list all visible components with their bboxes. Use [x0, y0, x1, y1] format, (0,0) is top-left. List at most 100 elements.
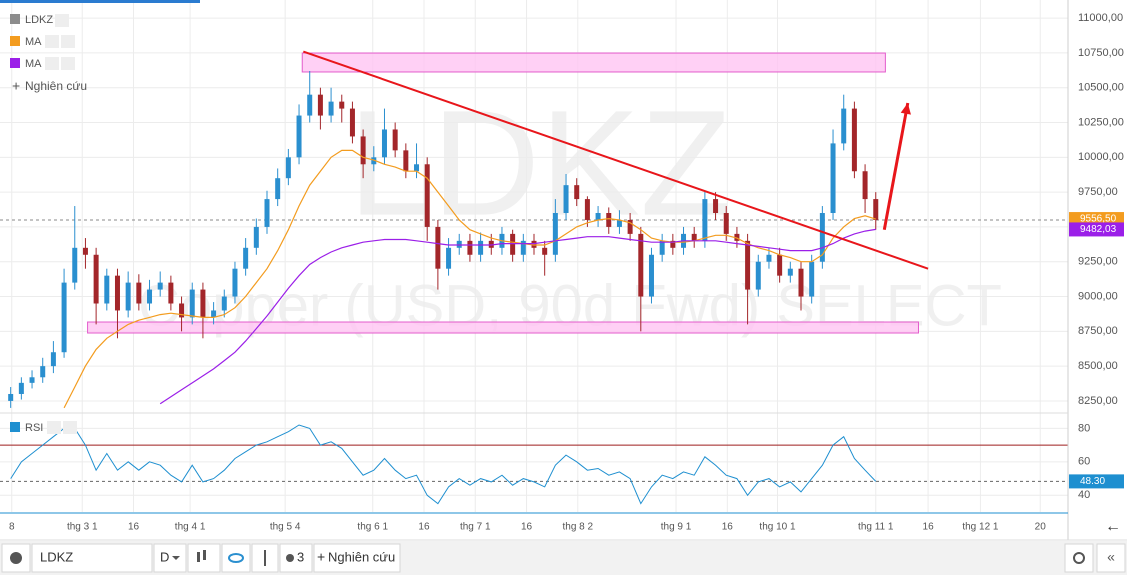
- candle-body: [606, 213, 612, 227]
- trendline: [302, 50, 929, 270]
- candle-body: [713, 199, 719, 214]
- candle-body: [157, 282, 163, 290]
- x-tick-label: thg 8 2: [562, 522, 593, 533]
- candle-body: [648, 254, 654, 297]
- candle-body: [777, 254, 783, 276]
- layout-button[interactable]: [279, 543, 313, 573]
- candle-body: [488, 240, 494, 248]
- legend: LDKZ MA MA + Nghiên cứu RSI: [10, 14, 87, 434]
- candle-body: [29, 377, 35, 383]
- line-series: [10, 424, 877, 505]
- x-tick-label: thg 11 1: [858, 522, 894, 533]
- settings-button[interactable]: [47, 421, 61, 434]
- symbol-input[interactable]: [31, 543, 153, 573]
- info-icon: [10, 552, 22, 564]
- y-tick-label: 80: [1078, 422, 1090, 434]
- candle-body: [446, 247, 452, 269]
- menu-button[interactable]: [63, 421, 77, 434]
- x-tick-label: thg 10 1: [759, 522, 796, 533]
- reset-button[interactable]: [1064, 543, 1094, 573]
- candle-body: [243, 247, 249, 269]
- x-tick-label: thg 7 1: [460, 522, 491, 533]
- y-tick-label: 10250,00: [1078, 116, 1124, 128]
- candle-body: [563, 185, 569, 214]
- settings-button[interactable]: [55, 14, 69, 27]
- candle-body: [616, 219, 622, 227]
- candle-body: [82, 247, 88, 255]
- legend-swatch: [10, 14, 20, 24]
- icon: [197, 552, 200, 562]
- zone: [301, 52, 886, 73]
- collapse-button[interactable]: [1096, 543, 1126, 573]
- candle-body: [542, 247, 548, 255]
- candle-body: [670, 240, 676, 248]
- y-tick-label: 60: [1078, 456, 1090, 468]
- scale-button[interactable]: [251, 543, 279, 573]
- candle-body: [211, 310, 217, 318]
- candle-body: [798, 268, 804, 297]
- candle-body: [638, 233, 644, 297]
- add-study-button[interactable]: [313, 543, 401, 573]
- top-accent: [0, 0, 200, 3]
- legend-swatch: [10, 422, 20, 432]
- add-study[interactable]: Nghiên cứu: [25, 79, 87, 93]
- x-tick-label: 16: [418, 522, 430, 533]
- visibility-button[interactable]: [221, 543, 251, 573]
- candle-body: [584, 199, 590, 220]
- line-series: [159, 228, 876, 405]
- candle-body: [456, 240, 462, 248]
- candle-body: [40, 366, 46, 378]
- y-tick-label: 10000,00: [1078, 151, 1124, 163]
- y-tick-label: 40: [1078, 489, 1090, 501]
- symbol: LDKZ: [40, 549, 73, 564]
- menu-button[interactable]: [61, 57, 75, 70]
- scroll-back[interactable]: ←: [1105, 518, 1121, 535]
- candle-body: [264, 199, 270, 227]
- menu-button[interactable]: [61, 35, 75, 48]
- candle-body: [317, 94, 323, 116]
- watermark-symbol: LDKZ: [348, 79, 731, 247]
- candle-body: [296, 115, 302, 158]
- candle-body: [702, 199, 708, 241]
- candle-body: [435, 226, 441, 269]
- x-tick-label: thg 5 4: [270, 522, 301, 533]
- price-tag-label: 48.30: [1080, 476, 1105, 487]
- candle-body: [841, 108, 847, 144]
- legend-label[interactable]: MA: [25, 36, 42, 48]
- legend-label[interactable]: MA: [25, 58, 42, 70]
- zone: [87, 321, 919, 334]
- candle-body: [371, 157, 377, 165]
- interval-button[interactable]: [153, 543, 187, 573]
- candle-body: [745, 240, 751, 290]
- layout-count: 3: [297, 549, 304, 564]
- candle-body: [723, 213, 729, 234]
- candle-body: [114, 275, 120, 311]
- price-tag-label: 9482,03: [1080, 224, 1117, 235]
- candle-body: [627, 219, 633, 234]
- settings-button[interactable]: [45, 57, 59, 70]
- reset-icon: [1073, 552, 1085, 564]
- y-tick-label: 8250,00: [1078, 395, 1118, 407]
- interval: D: [160, 549, 169, 564]
- plus: +: [317, 549, 325, 565]
- x-tick-label: thg 4 1: [175, 522, 206, 533]
- toolbar: LDKZ D 3 + Nghiên cứu «: [0, 541, 1127, 575]
- candle-body: [104, 275, 110, 304]
- legend-label[interactable]: RSI: [25, 422, 43, 434]
- settings-button[interactable]: [45, 35, 59, 48]
- candle-body: [93, 254, 99, 304]
- line-series: [63, 149, 876, 409]
- legend-swatch: [10, 58, 20, 68]
- y-tick-label: 11000,00: [1078, 12, 1123, 24]
- x-tick-label: 16: [722, 522, 734, 533]
- candle-body: [200, 289, 206, 318]
- candle-body: [520, 240, 526, 255]
- candle-body: [285, 157, 291, 179]
- y-tick-label: 9000,00: [1078, 290, 1118, 302]
- candle-body: [50, 352, 56, 367]
- candle-body: [766, 254, 772, 262]
- y-tick-label: 10750,00: [1078, 47, 1124, 59]
- legend-label[interactable]: LDKZ: [25, 14, 53, 26]
- candle-body: [328, 101, 334, 116]
- candle-body: [830, 143, 836, 214]
